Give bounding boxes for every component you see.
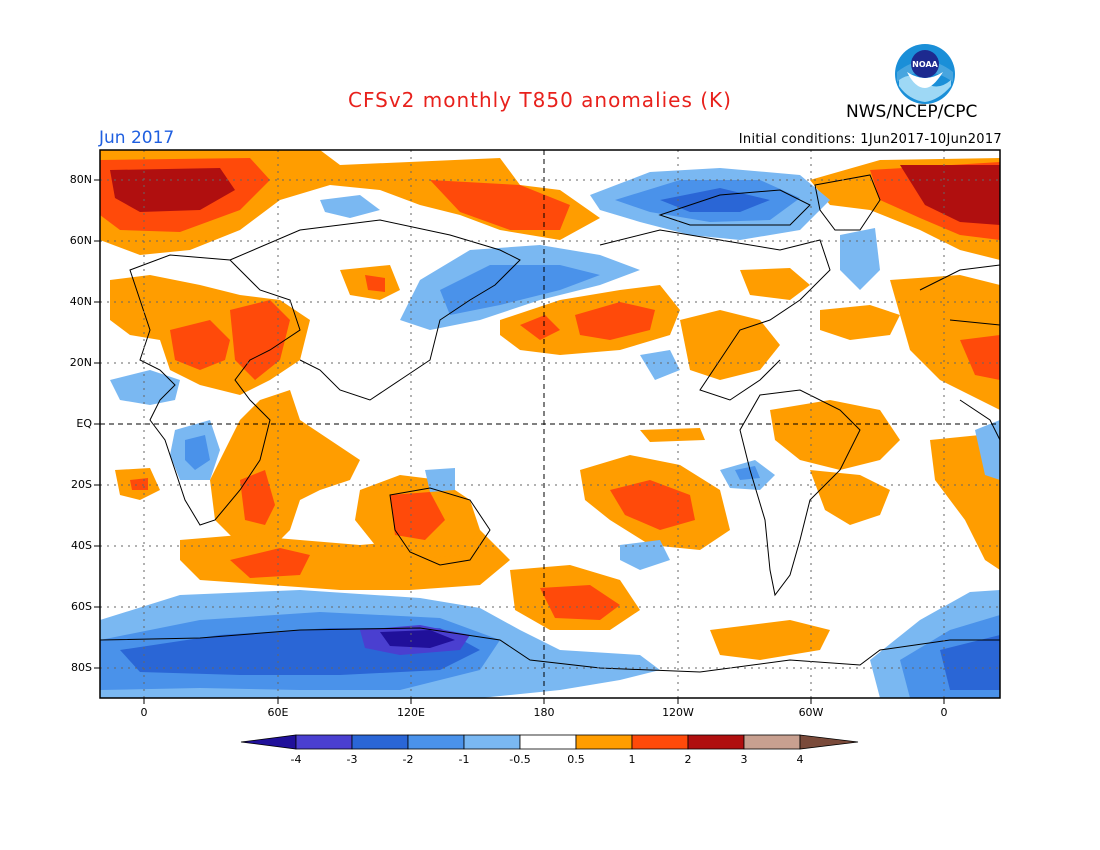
lat-label-80s: 80S — [71, 661, 92, 674]
lon-label-60w: 60W — [798, 706, 824, 719]
colorbar-label: -1 — [458, 753, 470, 766]
lon-label-60e: 60E — [267, 706, 289, 719]
colorbar-label: -3 — [346, 753, 358, 766]
initial-conditions-label: Initial conditions: 1Jun2017-10Jun2017 — [738, 132, 1002, 147]
colorbar-label: 4 — [796, 753, 804, 766]
colorbar-label: 2 — [684, 753, 692, 766]
lon-label-0-left: 0 — [140, 706, 148, 719]
lat-label-40n: 40N — [69, 295, 92, 308]
colorbar-label: 3 — [740, 753, 748, 766]
colorbar-label: 0.5 — [567, 753, 585, 766]
agency-label: NWS/NCEP/CPC — [846, 102, 978, 122]
lat-label-60s: 60S — [71, 600, 92, 613]
noaa-logo: NOAA — [895, 44, 955, 104]
month-label: Jun 2017 — [99, 128, 175, 148]
colorbar-label: 1 — [628, 753, 636, 766]
colorbar-arrow-low — [240, 734, 297, 750]
grid-lines — [100, 150, 1000, 698]
equator-dateline — [100, 150, 1000, 698]
colorbar-arrow-high — [799, 734, 859, 750]
lon-label-120w: 120W — [662, 706, 694, 719]
lat-label-20s: 20S — [71, 478, 92, 491]
lat-label-20n: 20N — [69, 356, 92, 369]
svg-text:NOAA: NOAA — [912, 60, 938, 69]
colorbar-label: -0.5 — [509, 753, 531, 766]
lon-label-120e: 120E — [397, 706, 425, 719]
lat-label-eq: EQ — [76, 417, 92, 430]
lon-label-0-right: 0 — [940, 706, 948, 719]
colorbar — [240, 734, 859, 750]
colorbar-label: -2 — [402, 753, 414, 766]
coastlines — [100, 174, 1000, 673]
lat-label-40s: 40S — [71, 539, 92, 552]
map-title: CFSv2 monthly T850 anomalies (K) — [348, 88, 732, 112]
colorbar-label: -4 — [290, 753, 302, 766]
lon-label-180: 180 — [533, 706, 555, 719]
axis-ticks — [94, 179, 945, 704]
lat-label-80n: 80N — [69, 173, 92, 186]
lat-label-60n: 60N — [69, 234, 92, 247]
